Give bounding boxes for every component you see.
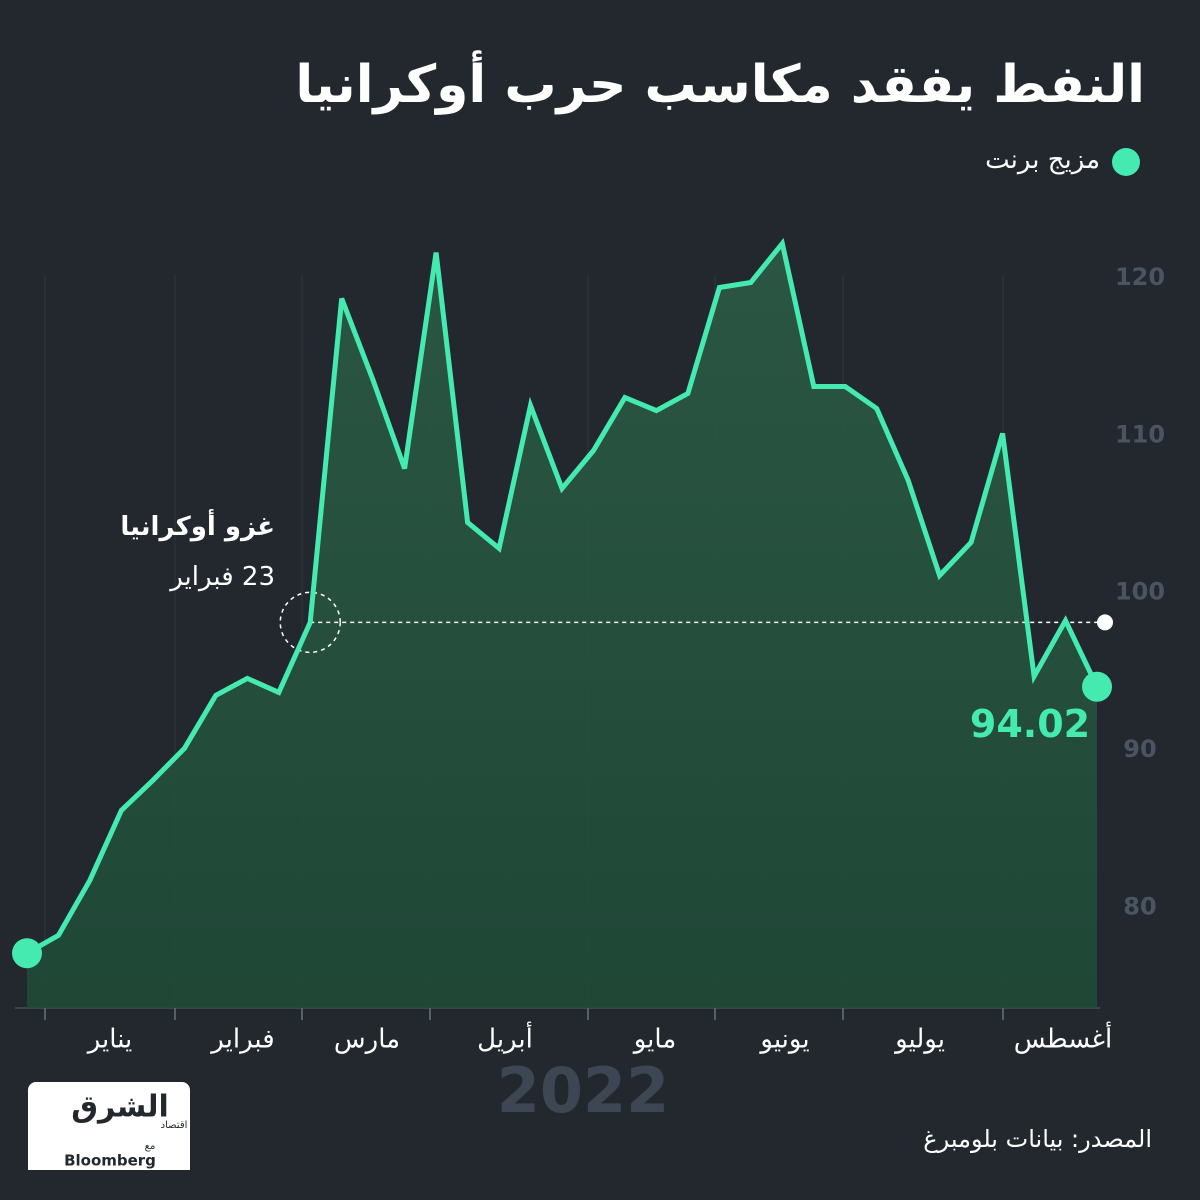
plot	[15, 243, 1100, 1020]
logo-strip	[28, 1150, 190, 1170]
annotation-title: غزو أوكرانيا	[120, 512, 275, 542]
y-tick-label: 90	[1123, 735, 1156, 763]
x-tick-label: فبراير	[209, 1025, 274, 1055]
start-dot	[12, 938, 42, 969]
y-tick-label: 80	[1123, 892, 1156, 920]
y-tick-label: 110	[1115, 420, 1165, 448]
source: المصدر: بيانات بلومبرغ	[923, 1125, 1152, 1153]
x-tick-label: يونيو	[758, 1025, 809, 1055]
series-line	[25, 237, 1100, 956]
value-label: 94.02	[970, 702, 1090, 746]
y-tick-label: 100	[1115, 578, 1165, 606]
logo-box	[28, 1082, 190, 1170]
legend-label: مزيج برنت	[985, 145, 1100, 175]
year: 2022	[497, 1054, 670, 1127]
area	[27, 243, 1097, 1008]
reference-dot	[1097, 614, 1113, 631]
end-dot	[1082, 671, 1112, 702]
logo-name: الشرق	[71, 1090, 169, 1125]
logo-with: مع	[145, 1141, 156, 1152]
logo-sub: اقتصاد	[161, 1120, 188, 1131]
chart-title: النفط يفقد مكاسب حرب أوكرانيا	[295, 55, 1145, 115]
x-tick-label: يناير	[86, 1025, 133, 1055]
x-tick-label: مايو	[632, 1025, 677, 1055]
logo-partner: Bloomberg	[64, 1152, 156, 1170]
event-ring	[279, 591, 341, 654]
x-tick-label: مارس	[334, 1025, 400, 1055]
x-tick-label: أغسطس	[1014, 1021, 1113, 1055]
annotation-date: 23 فبراير	[170, 562, 275, 592]
y-tick-label: 120	[1115, 263, 1165, 291]
logo: الشرق اقتصاد مع Bloomberg	[28, 1082, 190, 1170]
x-tick-label: أبريل	[477, 1021, 533, 1055]
x-tick-label: يوليو	[893, 1025, 945, 1055]
legend-swatch	[1112, 148, 1140, 176]
